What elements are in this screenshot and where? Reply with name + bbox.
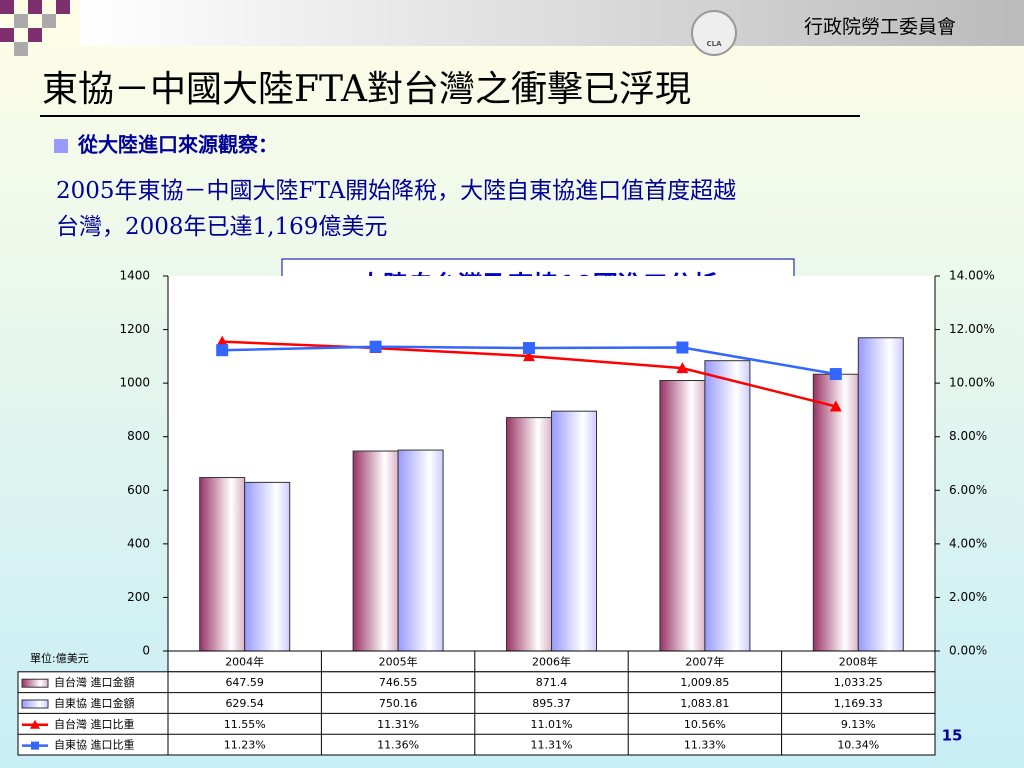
- table-cell: 11.33%: [684, 739, 726, 752]
- org-name: 行政院勞工委員會: [804, 16, 956, 38]
- bullet: 從大陸進口來源觀察：: [77, 133, 278, 157]
- y2-tick-label: 0.00%: [949, 644, 987, 658]
- table-cell: 11.01%: [531, 718, 573, 731]
- table-cell: 647.59: [225, 676, 264, 689]
- table-cell: 11.36%: [377, 739, 419, 752]
- y2-tick-label: 2.00%: [949, 590, 987, 604]
- y-tick-label: 0: [142, 644, 150, 658]
- marker: [369, 340, 382, 353]
- legend-label: 自東協 進口比重: [54, 738, 135, 752]
- table-cell: 10.34%: [837, 739, 879, 752]
- marker: [829, 368, 842, 381]
- x-tick-label: 2005年: [379, 654, 418, 668]
- table-cell: 895.37: [532, 697, 571, 710]
- bar: [397, 449, 444, 652]
- table-cell: 9.13%: [841, 718, 876, 731]
- y2-tick-label: 10.00%: [949, 376, 995, 390]
- bar: [812, 373, 859, 652]
- bullet-icon: [54, 139, 68, 153]
- unit-label: 單位:億美元: [30, 651, 89, 665]
- marker: [676, 341, 689, 354]
- legend-swatch: [21, 678, 49, 688]
- logo: [691, 10, 737, 56]
- paragraph-line: 台灣，2008年已達1,169億美元: [56, 214, 387, 240]
- marker: [829, 400, 842, 412]
- y-tick-label: 400: [127, 536, 150, 550]
- top-bar: [80, 0, 1024, 46]
- y2-tick-label: 12.00%: [949, 322, 995, 336]
- bar: [659, 380, 706, 652]
- y2-tick-label: 6.00%: [949, 483, 987, 497]
- table-cell: 11.31%: [531, 739, 573, 752]
- page-number: 15: [942, 727, 963, 745]
- legend-label: 自台灣 進口比重: [54, 717, 135, 731]
- table-cell: 1,083.81: [680, 697, 729, 710]
- table-cell: 750.16: [379, 697, 418, 710]
- table-cell: 746.55: [379, 676, 418, 689]
- bar: [857, 337, 904, 652]
- slide-title: 東協－中國大陸FTA對台灣之衝擊已浮現: [42, 69, 691, 110]
- y2-tick-label: 14.00%: [949, 269, 995, 283]
- x-tick-label: 2008年: [839, 654, 878, 668]
- y2-tick-label: 4.00%: [949, 536, 987, 550]
- table-cell: 629.54: [225, 697, 264, 710]
- table-cell: 1,169.33: [834, 697, 883, 710]
- bar: [199, 477, 246, 652]
- x-tick-label: 2004年: [225, 654, 264, 668]
- marker: [216, 335, 229, 347]
- decor-squares: [0, 0, 70, 56]
- y2-tick-label: 8.00%: [949, 429, 987, 443]
- bar: [352, 450, 399, 652]
- marker: [523, 342, 535, 355]
- x-tick-label: 2007年: [685, 654, 724, 668]
- table-cell: 10.56%: [684, 718, 726, 731]
- legend-marker: [31, 741, 39, 750]
- bar: [244, 481, 291, 652]
- table-cell: 11.23%: [224, 739, 266, 752]
- paragraph-line: 2005年東協－中國大陸FTA開始降稅，大陸自東協進口值首度超越: [56, 178, 736, 204]
- y-tick-label: 600: [127, 483, 150, 497]
- legend-marker: [30, 719, 40, 729]
- y-tick-label: 1400: [119, 269, 150, 283]
- x-tick-label: 2006年: [532, 654, 571, 668]
- legend-label: 自東協 進口金額: [54, 696, 135, 710]
- legend-label: 自台灣 進口金額: [54, 675, 135, 689]
- bar: [704, 360, 751, 652]
- table-cell: 871.4: [536, 676, 568, 689]
- legend-swatch: [21, 699, 49, 709]
- marker: [523, 350, 535, 362]
- bar: [506, 417, 552, 652]
- table-cell: 11.55%: [224, 718, 266, 731]
- y-tick-label: 1200: [119, 322, 150, 336]
- marker: [676, 362, 689, 374]
- table-cell: 1,033.25: [834, 676, 883, 689]
- y-tick-label: 200: [127, 590, 150, 604]
- table-cell: 11.31%: [377, 718, 419, 731]
- table-cell: 1,009.85: [680, 676, 729, 689]
- marker: [216, 344, 229, 357]
- logo-text: CLA: [706, 40, 722, 48]
- y-tick-label: 800: [127, 429, 150, 443]
- bar: [551, 410, 597, 652]
- y-tick-label: 1000: [119, 376, 150, 390]
